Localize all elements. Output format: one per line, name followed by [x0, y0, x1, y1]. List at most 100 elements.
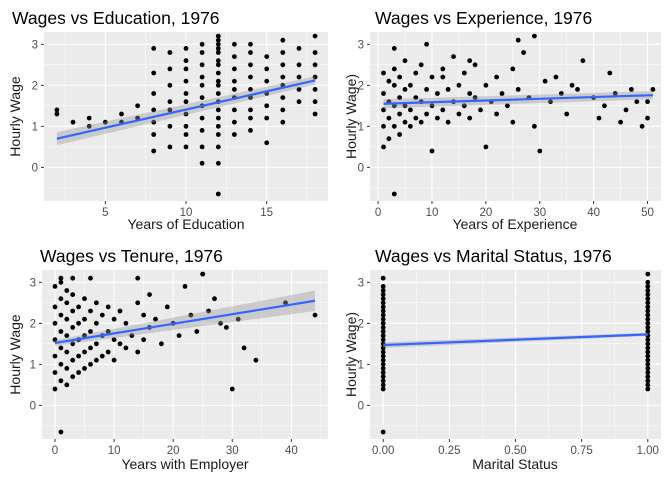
data-point	[94, 320, 99, 326]
data-point	[380, 288, 386, 293]
data-point	[312, 111, 318, 117]
data-point	[472, 95, 478, 100]
data-point	[215, 82, 221, 88]
y-tick-label: 0	[358, 400, 364, 412]
data-point	[167, 123, 173, 129]
data-point	[224, 325, 229, 330]
data-point	[151, 70, 157, 76]
data-point	[64, 382, 70, 388]
x-tick-label: 0	[375, 207, 381, 219]
data-point	[264, 54, 270, 59]
data-point	[76, 320, 81, 326]
data-point	[296, 87, 302, 92]
data-point	[645, 353, 651, 359]
y-tick-label: 2	[32, 80, 38, 92]
data-point	[135, 103, 141, 109]
data-point	[515, 87, 521, 92]
data-point	[199, 144, 205, 150]
data-point	[424, 87, 429, 92]
x-axis-label: Years of Education	[127, 216, 244, 232]
panel-marital-status: Wages vs Marital Status, 1976 0.00 0.25 0.…	[343, 246, 661, 472]
data-point	[380, 308, 386, 314]
data-point	[153, 316, 158, 322]
data-point	[645, 316, 651, 322]
x-tick-label: 0.75	[570, 445, 592, 457]
data-point	[645, 378, 651, 384]
data-point	[88, 275, 93, 281]
data-point	[312, 62, 318, 68]
data-point	[58, 378, 64, 384]
data-point	[82, 366, 87, 371]
data-point	[645, 329, 651, 334]
data-point	[456, 111, 462, 117]
data-point	[70, 119, 76, 125]
data-point	[380, 275, 386, 281]
data-point	[199, 41, 205, 47]
data-point	[429, 148, 435, 154]
data-point	[645, 357, 651, 363]
data-point	[380, 333, 386, 338]
data-point	[264, 140, 270, 146]
data-point	[386, 78, 392, 84]
data-point	[52, 320, 58, 326]
data-point	[280, 119, 286, 125]
data-point	[380, 386, 386, 392]
x-tick-label: 1.00	[637, 445, 659, 457]
data-point	[645, 300, 651, 306]
data-point	[183, 132, 189, 137]
data-point	[88, 361, 93, 367]
data-point	[645, 345, 651, 351]
data-point	[176, 333, 182, 338]
data-point	[183, 58, 189, 64]
data-point	[135, 275, 141, 281]
data-point	[248, 127, 253, 133]
data-point	[129, 333, 135, 338]
data-point	[248, 50, 253, 55]
data-point	[386, 136, 392, 142]
data-point	[241, 345, 247, 351]
data-point	[64, 366, 70, 371]
data-point	[76, 304, 81, 310]
x-tick-label: 40	[285, 445, 298, 457]
data-point	[232, 54, 237, 59]
data-point	[402, 119, 408, 125]
data-point	[280, 37, 286, 43]
data-point	[94, 300, 99, 306]
data-point	[167, 99, 173, 105]
data-point	[215, 33, 221, 39]
data-point	[218, 320, 223, 326]
data-point	[199, 160, 205, 166]
data-point	[386, 115, 392, 121]
data-point	[380, 366, 386, 371]
data-point	[164, 304, 170, 310]
y-tick-label: 3	[358, 39, 364, 51]
data-point	[264, 66, 270, 72]
x-tick-label: 5	[102, 207, 108, 219]
data-point	[607, 70, 613, 76]
data-point	[483, 82, 489, 88]
data-point	[645, 296, 651, 302]
data-point	[111, 316, 117, 322]
data-point	[82, 296, 87, 302]
data-point	[183, 123, 189, 129]
y-tick-label: 3	[358, 277, 364, 289]
data-point	[54, 107, 60, 113]
data-point	[232, 107, 237, 113]
data-point	[194, 329, 200, 334]
data-point	[472, 62, 478, 68]
data-point	[645, 308, 651, 314]
data-point	[596, 115, 602, 121]
regression-line	[383, 94, 653, 105]
data-point	[467, 91, 473, 96]
data-point	[494, 111, 499, 117]
data-point	[159, 341, 164, 347]
data-point	[510, 119, 516, 125]
data-point	[232, 87, 237, 92]
data-point	[215, 91, 221, 96]
data-point	[135, 300, 141, 306]
data-point	[380, 320, 386, 326]
data-point	[645, 115, 650, 121]
data-point	[199, 95, 205, 100]
data-point	[296, 74, 302, 80]
data-point	[391, 191, 397, 197]
